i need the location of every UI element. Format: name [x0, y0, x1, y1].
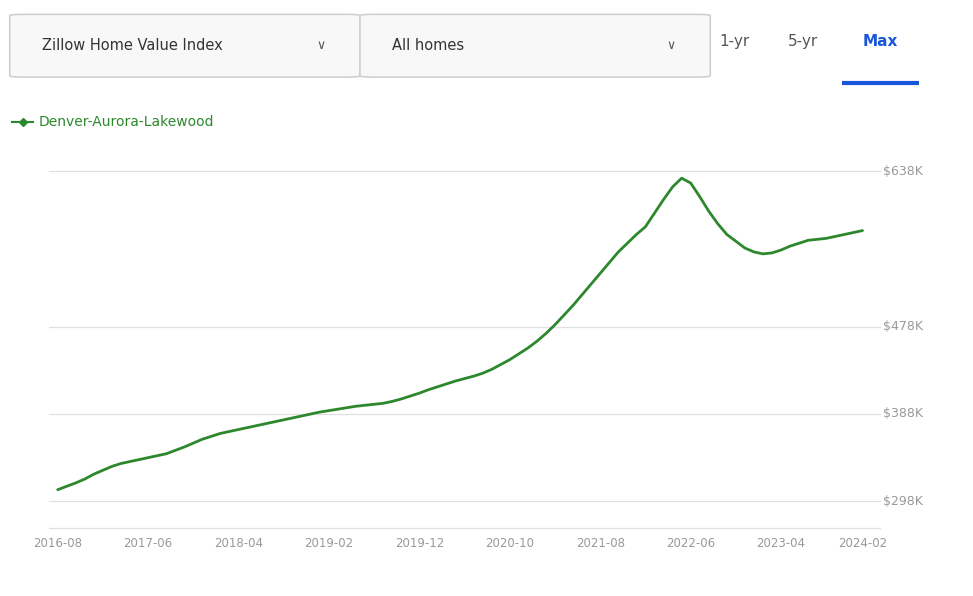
Text: 5-yr: 5-yr	[787, 34, 818, 49]
Text: Zillow Home Value Index: Zillow Home Value Index	[42, 38, 223, 53]
Text: $388K: $388K	[883, 408, 923, 421]
Text: Denver-Aurora-Lakewood: Denver-Aurora-Lakewood	[39, 115, 214, 129]
Text: All homes: All homes	[392, 38, 464, 53]
Text: $298K: $298K	[883, 495, 923, 508]
FancyBboxPatch shape	[360, 14, 710, 77]
Text: $638K: $638K	[883, 165, 923, 178]
Text: Max: Max	[863, 34, 898, 49]
Text: ∨: ∨	[667, 39, 676, 52]
Text: 1-yr: 1-yr	[719, 34, 750, 49]
Text: $478K: $478K	[883, 320, 923, 333]
Text: ∨: ∨	[316, 39, 326, 52]
FancyBboxPatch shape	[10, 14, 360, 77]
